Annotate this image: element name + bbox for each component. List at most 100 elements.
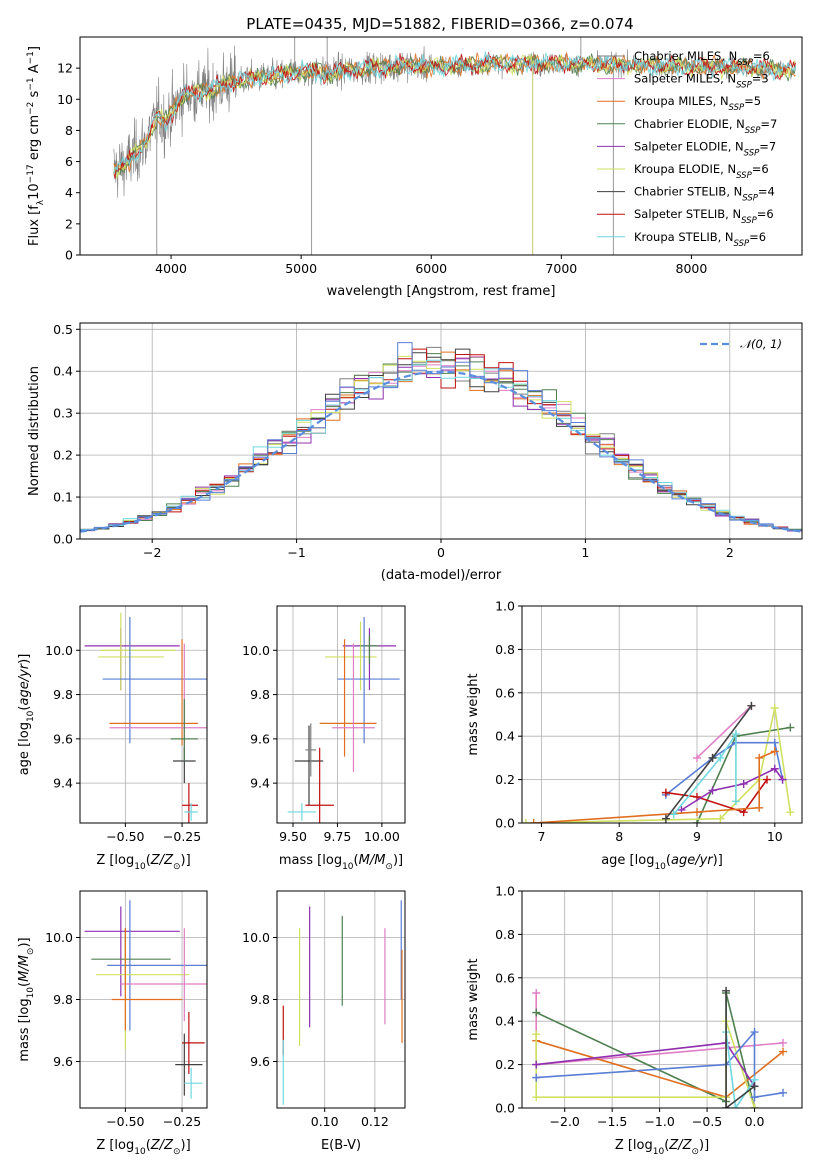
weight-marker xyxy=(532,1060,541,1069)
label-part: ⊙ xyxy=(385,862,393,872)
x-tick-label: 8000 xyxy=(676,261,708,276)
y-tick-label: 12 xyxy=(57,61,73,76)
y-axis-label: age [log10(age/yr)] xyxy=(17,654,36,776)
weight-marker xyxy=(778,775,787,784)
weight-line xyxy=(673,731,737,815)
y-tick-label: 6 xyxy=(65,154,73,169)
x-axis-label: wavelength [Angstrom, rest frame] xyxy=(327,284,556,299)
legend-entry: Chabrier ELODIE, NSSP=7 xyxy=(634,117,777,136)
x-axis-label: Z [log10(Z/Z⊙)] xyxy=(96,1138,190,1157)
plot-area xyxy=(80,342,802,534)
legend-name: Salpeter MILES, N xyxy=(634,72,736,86)
legend-count: =6 xyxy=(753,49,770,63)
y-tick-label: 9.4 xyxy=(250,776,270,791)
weight-marker xyxy=(750,1028,759,1037)
plot-area xyxy=(522,701,795,823)
y-tick-label: 4 xyxy=(65,185,73,200)
y-tick-label: 0.1 xyxy=(53,490,73,505)
y-tick-label: 10 xyxy=(57,92,73,107)
weight-marker xyxy=(747,701,756,710)
weight-marker xyxy=(786,723,795,732)
plot-area xyxy=(113,37,796,255)
y-tick-label: 0.4 xyxy=(495,1014,515,1029)
y-tick-label: 2 xyxy=(65,216,73,231)
x-tick-label: 0.12 xyxy=(361,1114,389,1129)
y-tick-label: 10.0 xyxy=(242,643,270,658)
legend-entry: Chabrier MILES, NSSP=6 xyxy=(634,49,770,68)
axes-frame: −2.0 −1.5 −1.0 −0.5 0.0 0.0 0.2 0.4 0.6 0.8 1.0 Z [… xyxy=(466,884,803,1157)
weight-marker xyxy=(716,753,725,762)
label-part: ( xyxy=(17,706,32,711)
x-tick-label: 9.75 xyxy=(324,829,352,844)
label-part: 10 xyxy=(654,862,666,872)
y-tick-label: 9.8 xyxy=(250,687,270,702)
weight-marker xyxy=(731,1104,740,1108)
y-tick-label: 0.6 xyxy=(495,970,515,985)
x-tick-label: 8 xyxy=(615,829,623,844)
weight-marker xyxy=(532,1030,541,1039)
weight-marker xyxy=(786,808,795,817)
y-axis-label: Normed distribution xyxy=(27,366,42,496)
axes-border xyxy=(521,890,803,1109)
x-tick-label: 6000 xyxy=(415,261,447,276)
axes-border xyxy=(79,605,208,824)
weight-marker xyxy=(693,808,701,817)
y-tick-label: 0.8 xyxy=(495,642,515,657)
x-axis-label: E(B-V) xyxy=(321,1138,361,1153)
label-part: )] xyxy=(699,1138,709,1153)
x-tick-label: 5000 xyxy=(285,261,317,276)
age-vs-metallicity-panel: −0.50 −0.259.49.69.810.0Z [log10(Z/Z⊙)]ag… xyxy=(17,605,208,872)
y-tick-label: 0.0 xyxy=(495,816,515,831)
weight-marker xyxy=(661,814,670,823)
y-tick-label: 0.2 xyxy=(53,448,73,463)
label-part: 10 xyxy=(27,183,42,200)
y-tick-label: 9.8 xyxy=(250,992,270,1007)
weight-marker xyxy=(722,986,731,995)
label-part: −17 xyxy=(26,164,36,183)
age-vs-mass-panel: 9.50 9.75 10.00 9.4 9.6 9.8 10.0 mass [log10(M/… xyxy=(242,605,406,872)
legend-name: Chabrier MILES, N xyxy=(634,49,737,63)
x-tick-label: 7 xyxy=(537,829,545,844)
y-tick-label: 10.0 xyxy=(242,930,270,945)
label-part: Z [log xyxy=(96,1138,134,1153)
label-part: 10 xyxy=(134,1147,146,1157)
x-axis-label: Z [log10(Z/Z⊙)] xyxy=(96,853,190,872)
weight-marker xyxy=(739,779,748,788)
legend-entry: Salpeter MILES, NSSP=3 xyxy=(634,72,769,91)
label-part: ⊙ xyxy=(691,1147,699,1157)
label-part: ( xyxy=(666,853,671,868)
legend-entry: Salpeter STELIB, NSSP=6 xyxy=(634,207,774,226)
label-part: λ xyxy=(36,199,46,205)
y-tick-label: 0.2 xyxy=(495,1057,515,1072)
x-tick-label: −1.5 xyxy=(597,1114,627,1129)
weight-marker xyxy=(755,753,764,762)
y-tick-label: 10.0 xyxy=(45,643,73,658)
y-tick-label: 0.0 xyxy=(495,1101,515,1116)
legend-count: =6 xyxy=(752,162,769,176)
weight-marker xyxy=(731,797,740,806)
weight-marker xyxy=(722,1104,731,1108)
legend-count: =4 xyxy=(758,185,775,199)
legend-count: =6 xyxy=(757,207,774,221)
plot-area xyxy=(532,986,788,1108)
y-tick-label: 9.8 xyxy=(53,992,73,1007)
x-tick-label: −0.50 xyxy=(106,829,144,844)
weight-marker xyxy=(661,788,670,797)
label-part: 10 xyxy=(134,862,146,872)
axes-frame: −0.50 −0.259.69.810.0Z [log10(Z/Z⊙)]mass … xyxy=(17,890,208,1157)
mass-vs-ebv-panel: 0.10 0.12 9.6 9.8 10.0 E(B-V) xyxy=(242,890,406,1153)
plot-area xyxy=(287,617,400,823)
x-tick-label: −2.0 xyxy=(550,1114,580,1129)
weight-line xyxy=(725,990,755,1108)
legend-sub: SSP xyxy=(745,126,761,136)
label-part: )] xyxy=(17,654,32,664)
label-part: ( xyxy=(664,1138,669,1153)
label-part: )] xyxy=(713,853,723,868)
x-axis-label: (data-model)/error xyxy=(381,568,502,583)
weight-marker xyxy=(693,819,701,823)
weight-marker xyxy=(669,810,678,819)
gaussian-reference-line xyxy=(80,370,802,533)
mass-vs-metallicity-panel: −0.50 −0.259.69.810.0Z [log10(Z/Z⊙)]mass … xyxy=(17,890,208,1157)
mass-weight-vs-metallicity-panel: −2.0 −1.5 −1.0 −0.5 0.0 0.0 0.2 0.4 0.6 0.8 1.0 Z [… xyxy=(466,884,803,1157)
